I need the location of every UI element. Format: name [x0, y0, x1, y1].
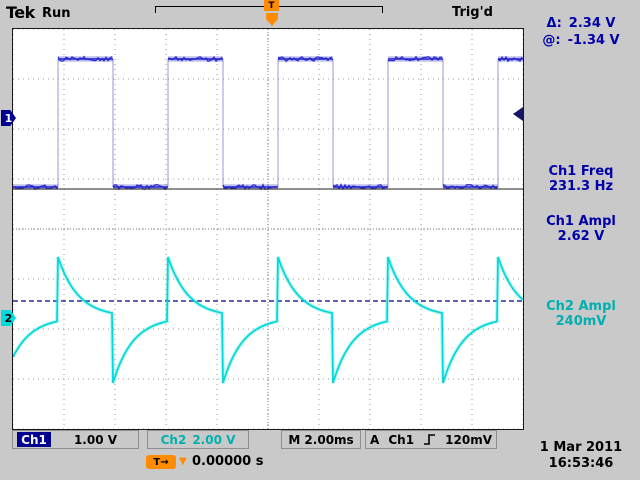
- cursor-delta-value: 2.34 V: [568, 16, 616, 31]
- graticule: [11, 28, 525, 430]
- ch2-trace: [11, 256, 525, 384]
- measurement-value: 2.62 V: [557, 229, 605, 244]
- trigger-status: Trig'd: [452, 5, 493, 20]
- cursor-at-readout: @: -1.34 V: [524, 33, 638, 48]
- time-readout: 16:53:46: [548, 456, 614, 471]
- ch2-ground-marker-icon: 2: [1, 310, 16, 326]
- trigger-level-value: 120mV: [445, 432, 492, 447]
- measurement-ch1-freq: Ch1 Freq 231.3 Hz: [524, 164, 638, 194]
- ch2-scale-value: 2.00 V: [192, 432, 236, 447]
- measurement-value: 240mV: [555, 314, 607, 329]
- measurement-label: Ch1 Ampl: [546, 214, 616, 229]
- trigger-position-pointer-icon: ▼: [179, 456, 187, 467]
- trigger-position-arrow-icon: [266, 13, 278, 26]
- cursor-at-label: @:: [542, 33, 561, 48]
- trigger-source: Ch1: [388, 432, 415, 447]
- waveform-display: [11, 28, 525, 430]
- rising-edge-slope-icon: [424, 434, 436, 445]
- trigger-field: A Ch1 120mV: [365, 430, 497, 449]
- cursor-delta-readout: Δ: 2.34 V: [524, 16, 638, 31]
- trigger-position-value: 0.00000 s: [192, 454, 264, 469]
- timebase-value: M 2.00ms: [288, 432, 354, 447]
- trigger-level-arrow-icon: [513, 107, 523, 121]
- ch2-scale-field: Ch2 2.00 V: [147, 430, 249, 449]
- cursor-delta-label: Δ:: [546, 16, 562, 31]
- ch2-channel-badge: Ch2: [160, 432, 187, 447]
- measurement-value: 231.3 Hz: [548, 179, 614, 194]
- ch1-trace: [12, 55, 523, 191]
- ch1-scale-field: Ch1 1.00 V: [12, 430, 139, 449]
- measurement-ch2-ampl: Ch2 Ampl 240mV: [524, 299, 638, 329]
- ch1-channel-badge: Ch1: [17, 432, 51, 447]
- measurement-label: Ch2 Ampl: [546, 299, 616, 314]
- timebase-field: M 2.00ms: [281, 430, 361, 449]
- ch1-scale-value: 1.00 V: [73, 432, 118, 447]
- measurement-label: Ch1 Freq: [548, 164, 614, 179]
- trigger-position-chip: T→: [146, 455, 176, 469]
- ch1-ground-marker-icon: 1: [1, 110, 16, 126]
- trigger-line-prefix: A: [370, 432, 380, 447]
- cursor-at-value: -1.34 V: [567, 33, 620, 48]
- acquisition-status: Run: [42, 6, 71, 21]
- tek-logo: Tek: [6, 3, 35, 22]
- trigger-position-t-marker: T: [264, 0, 279, 11]
- date-readout: 1 Mar 2011: [539, 440, 623, 455]
- measurement-ch1-ampl: Ch1 Ampl 2.62 V: [524, 214, 638, 244]
